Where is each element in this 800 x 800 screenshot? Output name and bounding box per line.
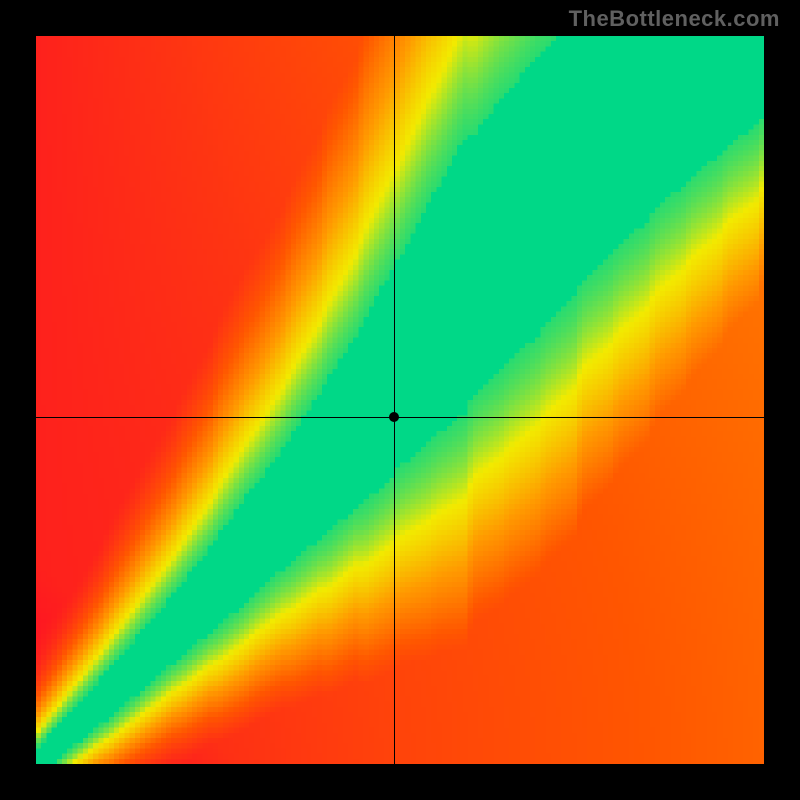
watermark-text: TheBottleneck.com: [569, 6, 780, 32]
crosshair-horizontal: [36, 417, 764, 418]
chart-container: TheBottleneck.com: [0, 0, 800, 800]
plot-area: [36, 36, 764, 764]
data-point-marker: [389, 412, 399, 422]
crosshair-vertical: [394, 36, 395, 764]
heatmap-canvas: [36, 36, 764, 764]
